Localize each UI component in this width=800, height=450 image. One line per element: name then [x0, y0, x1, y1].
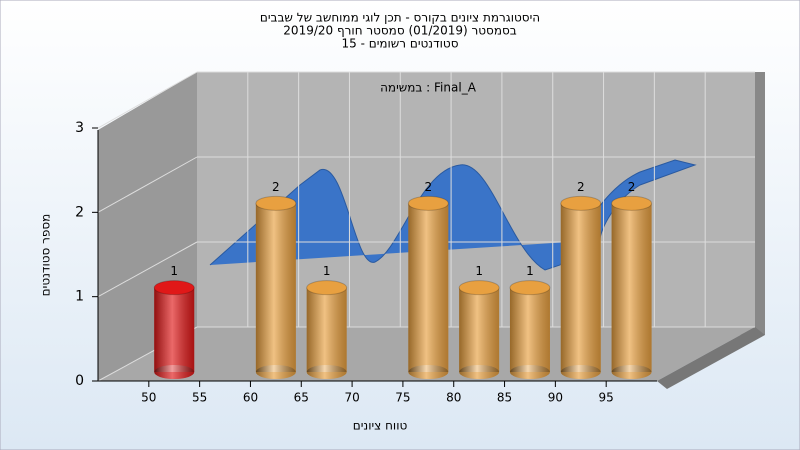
value-label: 2	[628, 180, 636, 194]
value-label: 1	[475, 264, 483, 278]
bar	[509, 280, 551, 379]
title-line: היסטוגרמת ציונים בקורס - תכן לוגי ממוחשב…	[260, 11, 540, 25]
floor-edge	[657, 327, 765, 389]
value-label: 1	[323, 264, 331, 278]
bar	[153, 280, 195, 379]
annotation: Final_A : במשימה	[380, 81, 477, 95]
grid-line	[97, 71, 198, 129]
value-label: 2	[577, 180, 585, 194]
bar	[306, 280, 348, 379]
bar-bottom-shade	[509, 365, 550, 379]
title-line: בסמסטר (01/2019) סמסטר חורף 2019/20	[283, 24, 516, 38]
x-tick-label: 90	[548, 391, 563, 405]
bar-top	[407, 195, 449, 211]
bar-bottom-shade	[306, 365, 347, 379]
bar-shade	[560, 203, 601, 372]
x-tick-label: 65	[294, 391, 309, 405]
value-label: 2	[272, 180, 280, 194]
grid-line	[97, 241, 198, 298]
grid-line	[97, 156, 198, 213]
bar-bottom-shade	[154, 365, 195, 379]
bar-shade	[255, 203, 296, 372]
title-line: סטודנטים רשומים - 15	[341, 37, 458, 51]
bar	[560, 195, 602, 379]
x-tick-label: 95	[599, 391, 614, 405]
bar-top	[153, 280, 195, 296]
bar-shade	[408, 203, 449, 372]
x-tick-label: 70	[344, 391, 359, 405]
x-tick-label: 60	[243, 391, 258, 405]
bar-shade	[154, 287, 195, 372]
x-tick-label: 80	[446, 391, 461, 405]
bar-bottom-shade	[611, 365, 652, 379]
bar-shade	[509, 287, 550, 372]
bar-shade	[306, 287, 347, 372]
bar-top	[458, 280, 500, 296]
value-label: 2	[424, 180, 432, 194]
y-tick-label: 0	[75, 373, 84, 389]
y-tick-label: 2	[75, 204, 84, 220]
bar	[255, 195, 297, 379]
y-tick-label: 1	[75, 289, 84, 305]
x-tick-label: 55	[192, 391, 207, 405]
bar	[407, 195, 449, 379]
x-tick-label: 50	[141, 391, 156, 405]
bar-top	[611, 195, 653, 211]
value-label: 1	[170, 264, 178, 278]
bar-bottom-shade	[459, 365, 500, 379]
bar-top	[306, 280, 348, 296]
y-tick-label: 3	[75, 120, 84, 136]
bar-bottom-shade	[560, 365, 601, 379]
bar-shade	[611, 203, 652, 372]
value-label: 1	[526, 264, 534, 278]
bar-top	[560, 195, 602, 211]
bar-shade	[459, 287, 500, 372]
bar	[611, 195, 653, 379]
bar	[458, 280, 500, 379]
x-axis-title: טווח ציונים	[353, 419, 408, 433]
bar-bottom-shade	[408, 365, 449, 379]
y-axis-title: מספר סטודנטים	[39, 214, 53, 297]
bar-top	[255, 195, 297, 211]
bar-bottom-shade	[255, 365, 296, 379]
x-tick-label: 85	[497, 391, 512, 405]
bar-top	[509, 280, 551, 296]
x-tick-label: 75	[395, 391, 410, 405]
